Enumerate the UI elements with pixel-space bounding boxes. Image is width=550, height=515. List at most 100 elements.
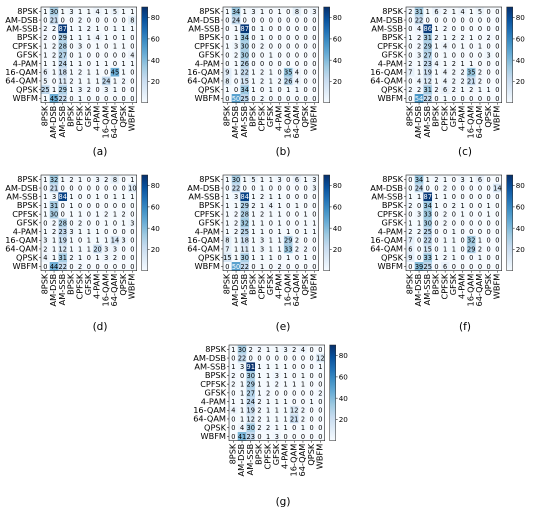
heatmap-cell [432,175,441,184]
cell-value-label: 1 [260,263,264,271]
cell-value-label: 0 [231,424,235,432]
cell-value-label: 0 [443,202,447,210]
heatmap-cell [440,67,450,77]
cell-value-label: 2 [295,245,299,253]
heatmap-cell [310,244,319,254]
heatmap-cell [93,244,102,254]
heatmap-cell [275,7,284,16]
col-tick-label: QPSK [300,105,310,128]
heatmap-cell [240,183,250,193]
cell-value-label: 1 [69,34,73,42]
cell-value-label: 0 [304,8,308,16]
heatmap-cell [75,192,85,202]
cell-value-label: 0 [460,25,464,33]
heatmap-cell [289,353,299,363]
heatmap-cell [223,175,232,184]
cell-value-label: 1 [234,237,238,245]
heatmap-cell [257,218,267,228]
heatmap-cell [67,244,76,254]
cell-value-label: 0 [417,254,421,262]
heatmap-cell [119,59,128,68]
cell-value-label: 21 [50,16,58,24]
cell-value-label: 0 [113,16,117,24]
heatmap-cell [128,15,137,25]
heatmap-cell [240,209,250,219]
cell-value-label: 1 [434,254,438,262]
heatmap-cell [257,192,267,202]
heatmap-cell [458,76,467,86]
heatmap-cell [67,175,76,184]
cell-value-label: 1 [251,219,255,227]
cell-value-label: 0 [487,60,491,68]
col-tick-label: BPSK [66,273,76,295]
heatmap-cell [58,262,68,271]
cell-value-label: 0 [408,77,412,85]
heatmap-cell [49,227,59,236]
heatmap-cell [310,85,319,94]
cell-value-label: 2 [257,424,261,432]
cell-value-label: 0 [87,211,91,219]
heatmap-panel: 1 34 1 3 1 0 1 0 8 0 30 24 0 0 0 0 0 0 0 0 00 1 87 0 1 0 0 0 0 0 00 1 34… [187,6,342,158]
cell-value-label: 0 [122,51,126,59]
cell-value-label: 1 [43,228,47,236]
heatmap-cell [119,192,128,202]
heatmap-cell [406,192,415,202]
row-tick-label: 64-QAM [187,76,220,86]
heatmap-cell [449,175,459,184]
cell-value-label: 2 [452,69,456,77]
heatmap-cell [414,67,424,77]
cell-value-label: 1 [434,202,438,210]
heatmap-cell [266,244,276,254]
heatmap-cell [310,235,319,245]
cell-value-label: 0 [130,95,134,103]
heatmap-cell [275,15,284,25]
cell-value-label: 2 [234,211,238,219]
cell-value-label: 0 [487,69,491,77]
heatmap-cell [414,24,424,34]
heatmap-cell [49,235,59,245]
cell-value-label: 1 [269,77,273,85]
cell-value-label: 0 [295,193,299,201]
heatmap-cell [128,209,137,219]
cell-value-label: 1 [113,77,117,85]
cell-value-label: 6 [443,86,447,94]
row-tick-label: 16-QAM [5,235,38,245]
row-tick-label: WBFM [13,93,39,103]
heatmap-cell [75,209,85,219]
cell-value-label: 2 [234,228,238,236]
cell-value-label: 1 [69,245,73,253]
cell-value-label: 1 [417,69,421,77]
heatmap-cell [101,41,111,51]
heatmap-cell [493,227,502,236]
heatmap-cell [449,192,459,202]
cell-value-label: 3 [275,372,279,380]
cell-value-label: 25 [241,228,249,236]
cell-value-label: 1 [43,95,47,103]
cell-value-label: 4 [295,69,299,77]
heatmap-cell [449,41,459,51]
cell-value-label: 2 [460,34,464,42]
heatmap-cell [316,371,325,380]
heatmap-cell [257,50,267,60]
heatmap-cell [93,85,102,94]
heatmap-cell [423,41,433,51]
heatmap-panel: 1 30 2 2 1 1 3 2 4 0 00 22 0 0 0 0 0 0 0 0 121 3 91 1 1 1 1 0 0 0 12 0 3… [193,344,348,508]
row-tick-label: GFSK [199,218,221,228]
heatmap-cell [307,345,316,354]
colorbar [323,174,330,271]
heatmap-cell [301,201,310,210]
heatmap-cell [414,41,424,51]
cell-value-label: 0 [295,34,299,42]
cell-value-label: 1 [87,77,91,85]
cell-value-label: 1 [78,254,82,262]
cell-value-label: 0 [487,95,491,103]
heatmap-cell [458,262,467,271]
col-tick-label: 8PSK [405,273,415,294]
heatmap-cell [231,253,241,262]
colorbar-tick-label: 40 [151,224,161,233]
cell-value-label: 0 [277,254,281,262]
heatmap-cell [93,209,102,219]
heatmap-cell [458,201,467,210]
cell-value-label: 4 [295,77,299,85]
cell-value-label: 0 [304,202,308,210]
